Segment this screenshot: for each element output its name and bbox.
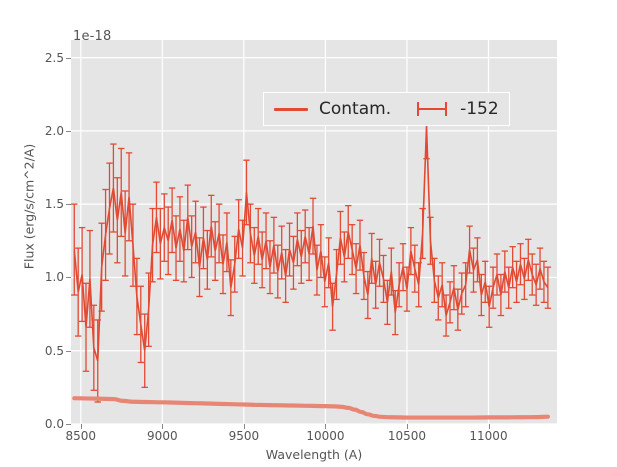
x-tick-label: 11000 — [469, 429, 508, 443]
x-tick-mark — [80, 424, 82, 429]
y-tick-label: 1.5 — [44, 197, 64, 212]
x-tick-mark — [325, 424, 327, 429]
y-axis-label: Flux (erg/s/cm^2/A) — [21, 143, 37, 270]
x-tick-label: 8500 — [65, 429, 97, 443]
y-tick-mark — [66, 277, 71, 279]
y-tick-label: 1.0 — [44, 270, 64, 285]
y-tick-label: 0.0 — [44, 417, 64, 431]
plot-area: Contam. -152 — [71, 40, 557, 424]
y-tick-mark — [66, 204, 71, 206]
legend-errorbar-swatch-icon — [415, 101, 449, 117]
legend-item-minus152[interactable]: -152 — [415, 99, 499, 119]
legend-item-contam[interactable]: Contam. — [274, 99, 391, 119]
x-tick-mark — [488, 424, 490, 429]
legend-label-contam: Contam. — [319, 99, 392, 119]
x-tick-label: 10500 — [387, 429, 427, 443]
series-errorbar-minus152 — [71, 93, 552, 403]
x-tick-mark — [243, 424, 245, 429]
x-tick-label: 9500 — [228, 429, 260, 443]
series-line-contam — [72, 396, 550, 420]
legend[interactable]: Contam. -152 — [263, 92, 510, 126]
y-tick-mark — [66, 424, 71, 425]
legend-line-swatch-icon — [274, 107, 308, 111]
legend-label-minus152: -152 — [460, 99, 499, 119]
x-tick-labels: 8500 9000 9500 10000 10500 11000 — [66, 429, 557, 449]
y-tick-labels: 0.0 0.5 1.0 1.5 2.0 2.5 — [26, 40, 64, 431]
x-tick-marks — [71, 424, 557, 431]
y-tick-mark — [66, 350, 71, 352]
x-tick-mark — [406, 424, 408, 429]
y-tick-mark — [66, 130, 71, 132]
y-tick-label: 0.5 — [44, 343, 64, 358]
x-axis-label: Wavelength (A) — [265, 447, 363, 462]
x-tick-label: 9000 — [147, 429, 178, 443]
y-tick-label: 2.0 — [44, 123, 64, 138]
gridlines — [71, 40, 557, 424]
y-tick-mark — [66, 57, 71, 59]
y-tick-marks — [64, 40, 71, 425]
x-tick-label: 10000 — [306, 429, 345, 443]
x-tick-mark — [162, 424, 164, 429]
chart-canvas — [71, 40, 557, 424]
y-tick-label: 2.5 — [44, 50, 64, 65]
